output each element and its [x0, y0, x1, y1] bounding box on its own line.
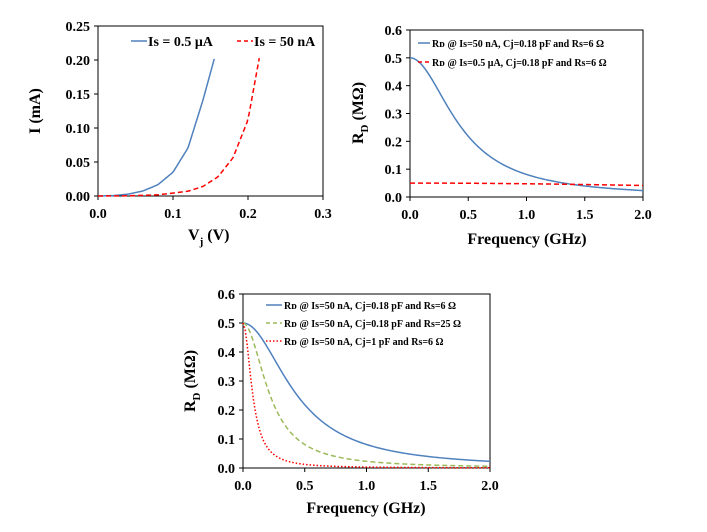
rd1-y-tick-label: 0.3	[385, 108, 403, 123]
rd2-legend: Rᴅ @ Is=50 nA, Cj=0.18 pF and Rs=6 Ω Rᴅ …	[266, 301, 461, 348]
rd2-y-tick-label: 0.4	[218, 346, 236, 361]
rd1-legend-label-2: Rᴅ @ Is=0.5 μA, Cj=0.18 pF and Rs=6 Ω	[432, 58, 607, 69]
rd2-x-ticks: 0.0 0.5 1.0 1.5 2.0	[234, 468, 499, 494]
rd2-y-tick-label: 0.5	[218, 317, 236, 332]
rd1-y-tick-label: 0.6	[385, 24, 403, 39]
rd1-x-label: Frequency (GHz)	[467, 231, 586, 248]
iv-x-tick-label: 0.0	[89, 207, 107, 222]
rd1-series	[409, 57, 644, 192]
iv-legend-label-1: Is = 0.5 μA	[148, 35, 214, 50]
rd2-legend-label-1: Rᴅ @ Is=50 nA, Cj=0.18 pF and Rs=6 Ω	[284, 301, 456, 312]
rd1-y-tick-label: 0.1	[385, 163, 403, 178]
rd1-x-ticks: 0.0 0.5 1.0 1.5 2.0	[401, 197, 652, 223]
rd1-y-label-sub: D	[359, 124, 371, 132]
rd1-x-tick-label: 1.0	[518, 208, 536, 223]
rd2-y-tick-label: 0.6	[218, 288, 236, 303]
rd1-x-tick-label: 0.0	[401, 208, 419, 223]
rd2-x-label: Frequency (GHz)	[306, 500, 425, 517]
rd2-series-line-3	[242, 322, 491, 469]
rd2-y-tick-label: 0.1	[218, 433, 236, 448]
iv-chart: 0.00 0.05 0.10 0.15 0.20 0.25 0.0 0.1 0.2 0.3 I …	[27, 20, 332, 248]
rd1-y-label-unit: (MΩ)	[350, 82, 367, 121]
iv-x-label: Vj (V)	[188, 227, 229, 248]
iv-y-tick-label: 0.15	[66, 88, 91, 103]
rd2-y-label: RD (MΩ)	[182, 350, 203, 412]
rd1-x-tick-label: 1.5	[576, 208, 594, 223]
rd2-y-tick-label: 0.3	[218, 375, 236, 390]
iv-legend-label-2: Is = 50 nA	[254, 35, 316, 50]
rd2-y-label-main: R	[182, 400, 199, 412]
iv-x-label-unit: (V)	[207, 227, 229, 244]
rd1-y-label: RD (MΩ)	[350, 82, 371, 144]
iv-x-ticks: 0.0 0.1 0.2 0.3	[89, 196, 332, 222]
rd2-x-tick-label: 2.0	[481, 479, 499, 494]
rd1-series-line-1	[409, 57, 644, 192]
iv-x-label-main: V	[188, 227, 200, 244]
rd1-y-tick-label: 0.2	[385, 135, 403, 150]
iv-y-tick-label: 0.10	[66, 122, 91, 137]
iv-x-tick-label: 0.2	[239, 207, 257, 222]
iv-y-label: I (mA)	[27, 88, 44, 134]
rd1-x-tick-label: 2.0	[634, 208, 652, 223]
rd1-legend: Rᴅ @ Is=50 nA, Cj=0.18 pF and Rs=6 Ω Rᴅ …	[418, 39, 607, 69]
rd1-x-tick-label: 0.5	[460, 208, 478, 223]
iv-y-tick-label: 0.25	[66, 20, 91, 35]
rd1-chart: 0.0 0.1 0.2 0.3 0.4 0.5 0.6 0.0 0.5 1.0 1.5 2.0 RD…	[350, 24, 652, 248]
iv-plot-area	[97, 25, 324, 197]
rd2-x-tick-label: 1.0	[358, 479, 376, 494]
rd2-chart: 0.0 0.1 0.2 0.3 0.4 0.5 0.6 0.0 0.5 1.0 1.5 2.0 RD…	[182, 288, 499, 517]
rd2-x-tick-label: 0.5	[296, 479, 314, 494]
rd2-y-label-sub: D	[191, 392, 203, 400]
rd1-y-tick-label: 0.4	[385, 80, 403, 95]
rd1-plot-area	[409, 29, 644, 198]
rd2-y-ticks: 0.0 0.1 0.2 0.3 0.4 0.5 0.6	[218, 288, 243, 477]
rd1-y-tick-label: 0.5	[385, 52, 403, 67]
rd1-y-tick-label: 0.0	[385, 191, 403, 206]
iv-x-label-sub: j	[199, 236, 204, 248]
rd2-y-label-unit: (MΩ)	[182, 350, 199, 389]
iv-legend: Is = 0.5 μA Is = 50 nA	[131, 35, 316, 50]
rd2-legend-label-3: Rᴅ @ Is=50 nA, Cj=1 pF and Rs=6 Ω	[284, 337, 444, 348]
iv-series-line-1	[97, 58, 215, 197]
rd1-legend-label-1: Rᴅ @ Is=50 nA, Cj=0.18 pF and Rs=6 Ω	[432, 39, 604, 50]
rd1-y-label-main: R	[350, 132, 367, 144]
iv-series	[97, 58, 260, 197]
rd2-y-tick-label: 0.0	[218, 462, 236, 477]
iv-y-tick-label: 0.05	[66, 156, 91, 171]
rd2-y-tick-label: 0.2	[218, 404, 236, 419]
iv-x-tick-label: 0.3	[314, 207, 332, 222]
iv-y-tick-label: 0.00	[66, 190, 91, 205]
iv-x-tick-label: 0.1	[164, 207, 182, 222]
rd2-series-line-1	[242, 322, 491, 463]
iv-y-tick-label: 0.20	[66, 54, 91, 69]
rd2-x-tick-label: 0.0	[234, 479, 252, 494]
rd2-series	[242, 322, 491, 469]
rd2-x-tick-label: 1.5	[420, 479, 438, 494]
iv-y-ticks: 0.00 0.05 0.10 0.15 0.20 0.25	[66, 20, 98, 205]
rd2-series-line-2	[242, 322, 491, 468]
iv-series-line-2	[97, 58, 260, 197]
rd1-y-ticks: 0.0 0.1 0.2 0.3 0.4 0.5 0.6	[385, 24, 410, 206]
rd2-legend-label-2: Rᴅ @ Is=50 nA, Cj=0.18 pF and Rs=25 Ω	[284, 319, 461, 330]
rd1-series-line-2	[410, 182, 644, 187]
